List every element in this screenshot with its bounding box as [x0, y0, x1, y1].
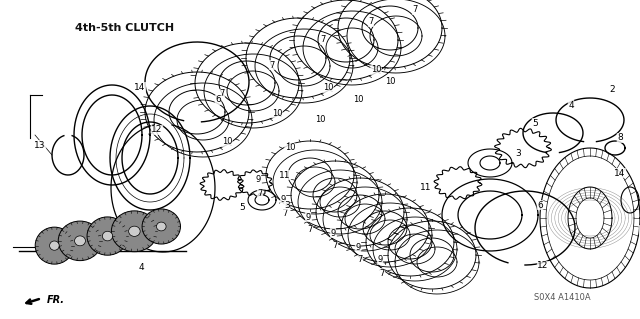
Text: 5: 5 [239, 203, 245, 211]
Text: 5: 5 [532, 118, 538, 128]
Text: 6: 6 [215, 95, 221, 105]
Ellipse shape [142, 209, 180, 244]
Text: 4: 4 [138, 263, 144, 272]
Text: 7: 7 [320, 35, 326, 44]
Text: 7: 7 [380, 269, 385, 278]
Text: 7: 7 [412, 5, 418, 14]
Text: 7: 7 [257, 189, 262, 197]
Text: 10: 10 [285, 144, 295, 152]
Text: 9: 9 [305, 212, 310, 221]
Text: 7: 7 [357, 256, 363, 264]
Text: 10: 10 [323, 84, 333, 93]
Ellipse shape [50, 241, 60, 250]
Ellipse shape [111, 211, 157, 252]
Text: 12: 12 [151, 125, 163, 135]
Text: 11: 11 [279, 170, 291, 180]
Text: 3: 3 [515, 149, 521, 158]
Ellipse shape [35, 227, 74, 264]
Text: 7: 7 [332, 241, 338, 250]
Text: 6: 6 [537, 201, 543, 210]
Text: 13: 13 [35, 140, 45, 150]
Text: 9: 9 [330, 228, 335, 238]
Ellipse shape [129, 226, 140, 236]
Text: 10: 10 [371, 65, 381, 75]
Text: 9: 9 [280, 196, 285, 204]
Text: 13: 13 [639, 226, 640, 234]
Text: 7: 7 [368, 18, 374, 26]
Text: 12: 12 [538, 262, 548, 271]
Ellipse shape [102, 231, 113, 241]
Text: FR.: FR. [47, 295, 65, 305]
Text: 9: 9 [355, 242, 360, 251]
Text: 10: 10 [315, 115, 325, 124]
Text: 3: 3 [284, 201, 290, 210]
Text: 7: 7 [282, 209, 288, 218]
Text: 9: 9 [255, 175, 260, 184]
Text: 2: 2 [609, 85, 615, 94]
Text: 10: 10 [353, 95, 364, 105]
Ellipse shape [87, 217, 128, 255]
Ellipse shape [74, 236, 86, 246]
Text: 4: 4 [568, 100, 574, 109]
Text: 7: 7 [220, 90, 225, 99]
Text: 7: 7 [269, 61, 275, 70]
Text: 10: 10 [272, 108, 282, 117]
Text: 8: 8 [617, 133, 623, 143]
Text: 9: 9 [378, 256, 383, 264]
Text: 7: 7 [307, 226, 313, 234]
Text: 10: 10 [221, 137, 232, 146]
Text: 11: 11 [420, 183, 432, 192]
Text: 4th-5th CLUTCH: 4th-5th CLUTCH [76, 23, 174, 33]
Ellipse shape [58, 221, 102, 261]
Text: 1: 1 [135, 219, 141, 227]
Text: 14: 14 [134, 83, 146, 92]
Text: S0X4 A1410A: S0X4 A1410A [534, 293, 591, 302]
Text: 14: 14 [614, 168, 626, 177]
Text: 10: 10 [385, 78, 396, 86]
Ellipse shape [156, 222, 166, 231]
